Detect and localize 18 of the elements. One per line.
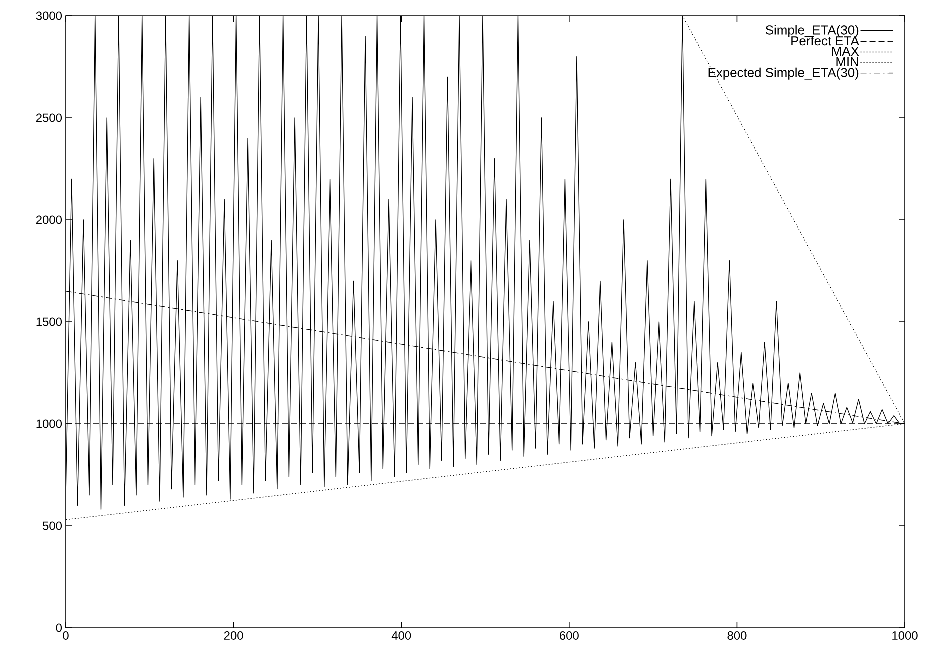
y-tick-label: 2500 xyxy=(36,114,62,122)
x-tick-label: 200 xyxy=(224,632,244,640)
legend-label: MIN xyxy=(836,57,858,66)
legend-label: MAX xyxy=(832,47,860,56)
y-tick-label: 500 xyxy=(43,522,62,530)
legend-label: Simple_ETA(30) xyxy=(766,25,859,38)
y-tick-label: 0 xyxy=(56,624,62,632)
y-tick-label: 1500 xyxy=(36,318,62,326)
x-tick-label: 400 xyxy=(392,632,412,640)
y-tick-label: 3000 xyxy=(36,12,62,20)
legend-label: Perfect ETA xyxy=(792,36,860,46)
y-tick-label: 1000 xyxy=(36,420,62,428)
x-tick-label: 800 xyxy=(728,632,747,640)
legend-label: Expected Simple_ETA(30) xyxy=(708,68,859,80)
x-tick-label: 1000 xyxy=(892,632,918,640)
x-tick-label: 0 xyxy=(63,632,69,640)
y-tick-label: 2000 xyxy=(36,216,62,224)
x-tick-label: 600 xyxy=(560,632,579,640)
